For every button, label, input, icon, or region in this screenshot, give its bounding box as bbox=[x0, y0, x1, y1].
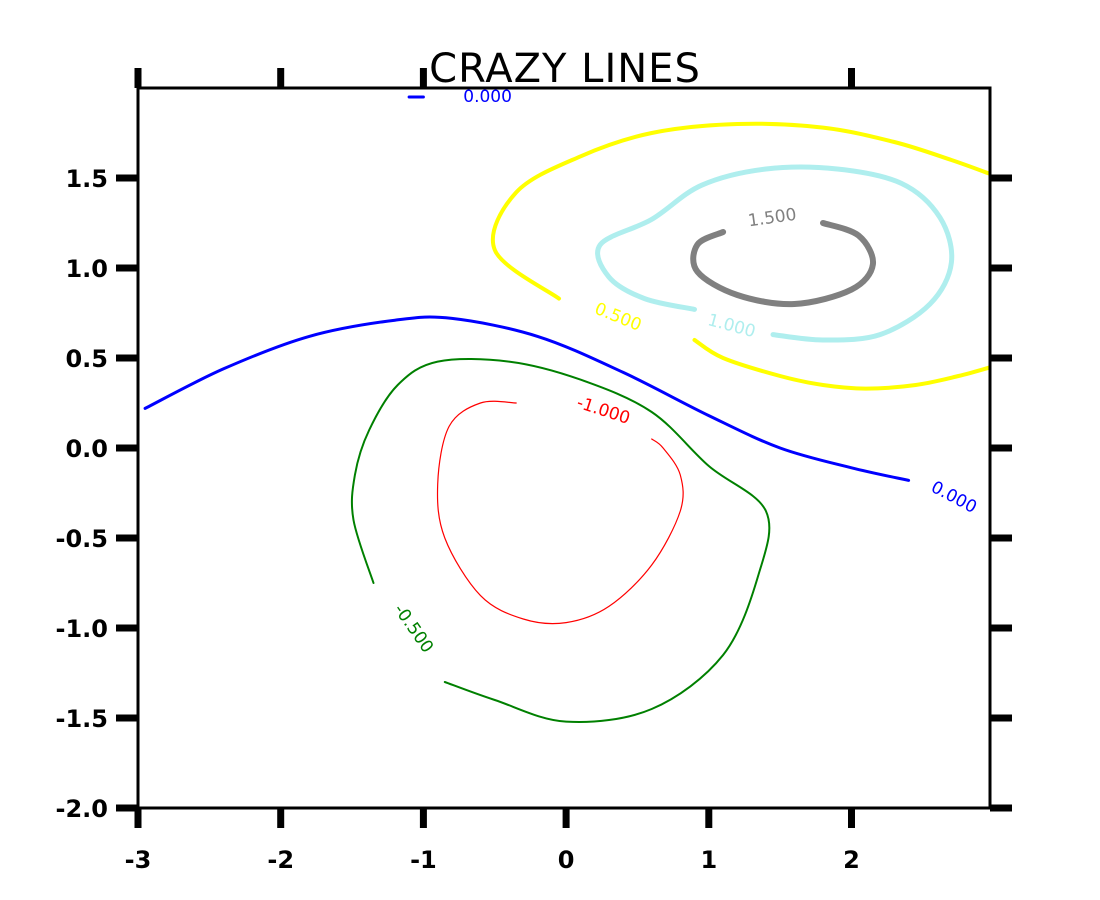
x-tick-label: -1 bbox=[410, 846, 437, 874]
x-tick-label: -3 bbox=[125, 846, 152, 874]
y-tick-label: 1.5 bbox=[65, 165, 108, 193]
contour-line-level-1-0 bbox=[595, 164, 955, 343]
contour-label: 1.500 bbox=[747, 205, 798, 232]
y-tick-label: -2.0 bbox=[56, 795, 108, 823]
contour-lines bbox=[143, 95, 990, 723]
chart-title: CRAZY LINES bbox=[429, 46, 701, 92]
contour-label: -0.500 bbox=[389, 601, 437, 657]
contour-label: 0.500 bbox=[592, 299, 645, 336]
contour-label: 0.000 bbox=[463, 87, 512, 107]
contour-line-level-0-0 bbox=[143, 315, 911, 482]
y-tick-label: -0.5 bbox=[56, 525, 108, 553]
contour-line-level-neg0_5-0 bbox=[350, 358, 771, 723]
x-tick-label: -2 bbox=[267, 846, 294, 874]
x-tick-label: 2 bbox=[843, 846, 860, 874]
contour-label: -1.000 bbox=[574, 393, 632, 429]
y-tick-label: -1.0 bbox=[56, 615, 108, 643]
y-tick-label: 0.0 bbox=[65, 435, 108, 463]
y-tick-label: 0.5 bbox=[65, 345, 108, 373]
contour-label: 0.000 bbox=[928, 477, 980, 518]
y-tick-label: -1.5 bbox=[56, 705, 108, 733]
contour-line-level-1_5-0 bbox=[690, 220, 876, 308]
contour-line-level-neg1-0 bbox=[436, 400, 684, 625]
y-axis: -2.0 -1.5 -1.0 -0.5 0.0 0.5 1.0 1.5 bbox=[56, 165, 1012, 823]
contour-label: 1.000 bbox=[705, 310, 757, 342]
x-axis: -3 -2 -1 0 1 2 bbox=[125, 68, 860, 874]
contour-line-level-0_5-1 bbox=[692, 338, 990, 391]
y-tick-label: 1.0 bbox=[65, 255, 108, 283]
contour-line-level-0_5-0 bbox=[490, 121, 990, 301]
x-tick-label: 0 bbox=[558, 846, 575, 874]
contour-labels: -1.000 -0.500 0.000 0.500 1.000 1.500 0.000 bbox=[389, 87, 980, 657]
x-tick-label: 1 bbox=[700, 846, 717, 874]
plot-frame bbox=[136, 86, 992, 810]
